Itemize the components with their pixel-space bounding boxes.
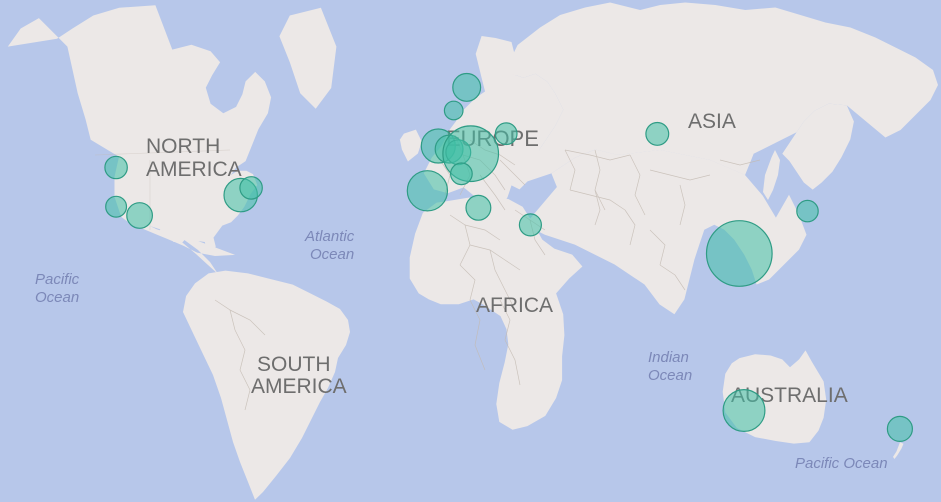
svg-text:SOUTH: SOUTH (257, 353, 331, 376)
svg-text:NORTH: NORTH (146, 135, 220, 158)
svg-text:AMERICA: AMERICA (146, 158, 242, 181)
svg-text:Indian: Indian (648, 349, 689, 366)
svg-text:Ocean: Ocean (648, 367, 692, 384)
svg-text:Ocean: Ocean (35, 289, 79, 306)
svg-text:AMERICA: AMERICA (251, 375, 347, 398)
svg-text:AFRICA: AFRICA (476, 294, 553, 317)
svg-text:ASIA: ASIA (688, 110, 736, 133)
svg-text:Atlantic: Atlantic (304, 228, 355, 245)
svg-text:Pacific: Pacific (35, 271, 80, 288)
svg-text:Pacific Ocean: Pacific Ocean (795, 455, 888, 472)
svg-text:Ocean: Ocean (310, 246, 354, 263)
